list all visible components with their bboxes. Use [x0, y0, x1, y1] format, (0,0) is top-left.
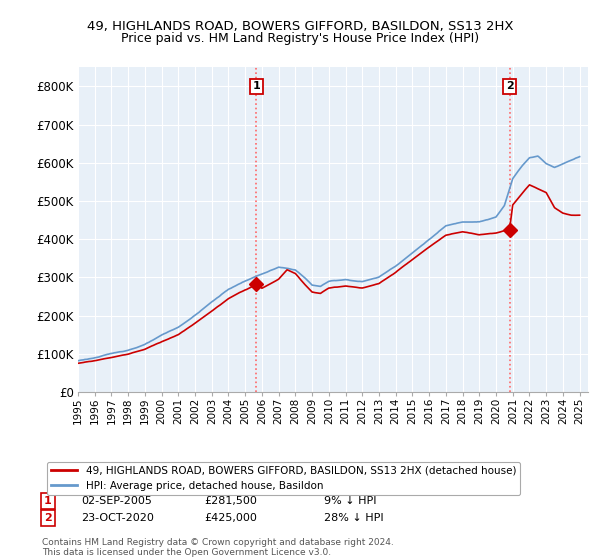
Text: 1: 1: [44, 496, 52, 506]
Text: 2: 2: [506, 81, 514, 91]
Text: 1: 1: [253, 81, 260, 91]
Text: 2: 2: [44, 513, 52, 523]
Text: Price paid vs. HM Land Registry's House Price Index (HPI): Price paid vs. HM Land Registry's House …: [121, 32, 479, 45]
Text: 02-SEP-2005: 02-SEP-2005: [81, 496, 152, 506]
Text: £425,000: £425,000: [204, 513, 257, 523]
Text: Contains HM Land Registry data © Crown copyright and database right 2024.
This d: Contains HM Land Registry data © Crown c…: [42, 538, 394, 557]
Text: 9% ↓ HPI: 9% ↓ HPI: [324, 496, 377, 506]
Text: 23-OCT-2020: 23-OCT-2020: [81, 513, 154, 523]
Text: 28% ↓ HPI: 28% ↓ HPI: [324, 513, 383, 523]
Legend: 49, HIGHLANDS ROAD, BOWERS GIFFORD, BASILDON, SS13 2HX (detached house), HPI: Av: 49, HIGHLANDS ROAD, BOWERS GIFFORD, BASI…: [47, 461, 520, 495]
Text: 49, HIGHLANDS ROAD, BOWERS GIFFORD, BASILDON, SS13 2HX: 49, HIGHLANDS ROAD, BOWERS GIFFORD, BASI…: [87, 20, 513, 32]
Text: £281,500: £281,500: [204, 496, 257, 506]
